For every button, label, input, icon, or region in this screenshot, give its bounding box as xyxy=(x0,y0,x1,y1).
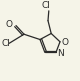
Text: O: O xyxy=(6,20,13,29)
Text: N: N xyxy=(57,49,64,58)
Text: O: O xyxy=(62,38,69,47)
Text: Cl: Cl xyxy=(2,39,10,48)
Text: Cl: Cl xyxy=(42,1,50,10)
